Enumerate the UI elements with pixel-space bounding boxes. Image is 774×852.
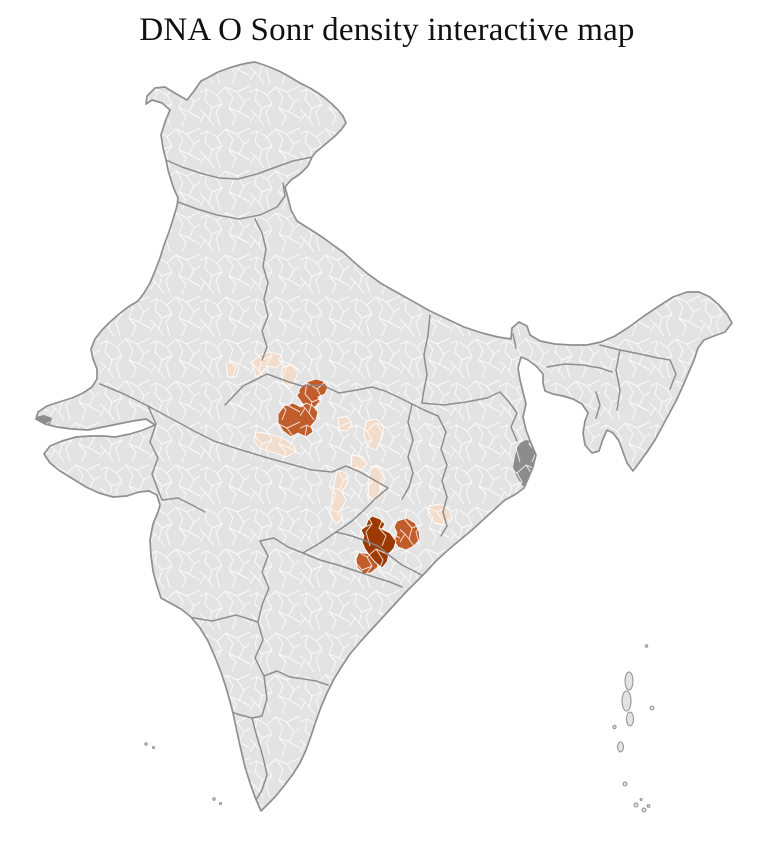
andaman-nicobar-islands[interactable] xyxy=(612,644,655,813)
page-title: DNA O Sonr density interactive map xyxy=(139,12,635,48)
state-borders xyxy=(99,156,677,801)
lakshadweep-islands[interactable] xyxy=(144,742,222,805)
